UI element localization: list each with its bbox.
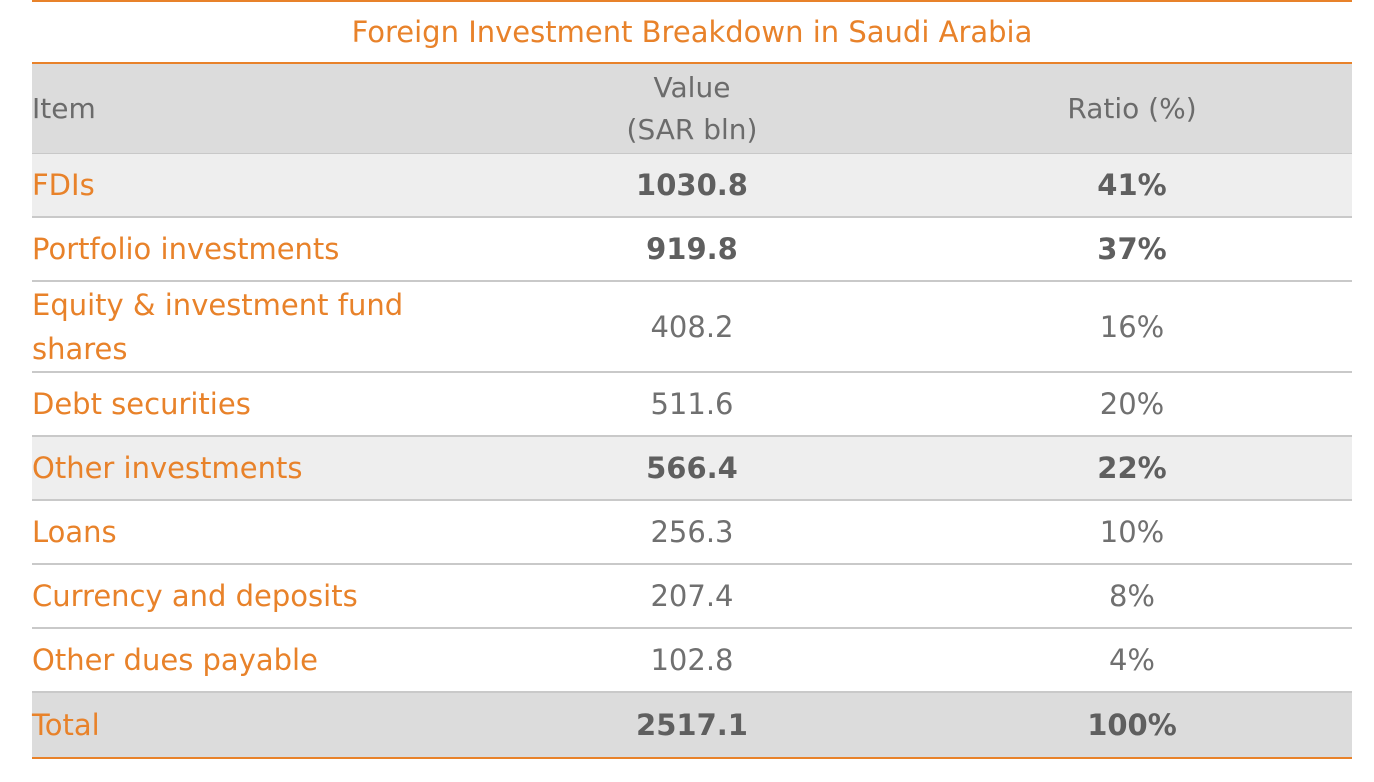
- table-row: Debt securities 511.6 20%: [32, 373, 1352, 437]
- row-value: 256.3: [650, 515, 734, 549]
- row-value: 1030.8: [636, 168, 748, 202]
- table-row: Other investments 566.4 22%: [32, 437, 1352, 501]
- header-item: Item: [32, 92, 96, 125]
- total-item: Total: [32, 708, 100, 742]
- row-value: 408.2: [650, 309, 734, 344]
- row-ratio: 16%: [1099, 309, 1165, 344]
- table-header-row: Item Value (SAR bln) Ratio (%): [32, 64, 1352, 154]
- row-ratio: 20%: [1099, 387, 1165, 421]
- table-title: Foreign Investment Breakdown in Saudi Ar…: [32, 0, 1352, 64]
- total-value: 2517.1: [636, 708, 748, 742]
- header-value: Value (SAR bln): [472, 67, 912, 151]
- row-value: 102.8: [650, 643, 734, 677]
- table-row: Currency and deposits 207.4 8%: [32, 565, 1352, 629]
- row-ratio: 37%: [1097, 232, 1167, 266]
- row-value: 511.6: [650, 387, 734, 421]
- row-item-line1: Equity & investment fund: [32, 287, 404, 322]
- total-ratio: 100%: [1087, 708, 1177, 742]
- row-ratio: 8%: [1108, 579, 1155, 613]
- table-row: Other dues payable 102.8 4%: [32, 629, 1352, 693]
- row-value: 919.8: [646, 232, 738, 266]
- table-row: FDIs 1030.8 41%: [32, 154, 1352, 218]
- row-item: Other investments: [32, 451, 303, 485]
- row-item: Loans: [32, 515, 117, 549]
- row-ratio: 10%: [1099, 515, 1165, 549]
- table-row: Portfolio investments 919.8 37%: [32, 218, 1352, 282]
- header-value-line2: (SAR bln): [626, 112, 758, 146]
- row-value: 207.4: [650, 579, 734, 613]
- row-item: Equity & investment fund shares: [32, 283, 472, 371]
- table-row: Loans 256.3 10%: [32, 501, 1352, 565]
- investment-table: Foreign Investment Breakdown in Saudi Ar…: [32, 0, 1352, 759]
- row-ratio: 41%: [1097, 168, 1167, 202]
- total-row: Total 2517.1 100%: [32, 693, 1352, 759]
- row-ratio: 22%: [1097, 451, 1167, 485]
- row-value: 566.4: [646, 451, 738, 485]
- row-item: FDIs: [32, 168, 95, 202]
- table-row: Equity & investment fund shares 408.2 16…: [32, 282, 1352, 373]
- row-ratio: 4%: [1108, 643, 1155, 677]
- row-item: Portfolio investments: [32, 232, 340, 266]
- header-value-line1: Value: [653, 70, 731, 104]
- header-ratio: Ratio (%): [1067, 92, 1197, 125]
- row-item-line2: shares: [32, 331, 128, 366]
- row-item: Debt securities: [32, 387, 251, 421]
- row-item: Currency and deposits: [32, 579, 358, 613]
- row-item: Other dues payable: [32, 643, 318, 677]
